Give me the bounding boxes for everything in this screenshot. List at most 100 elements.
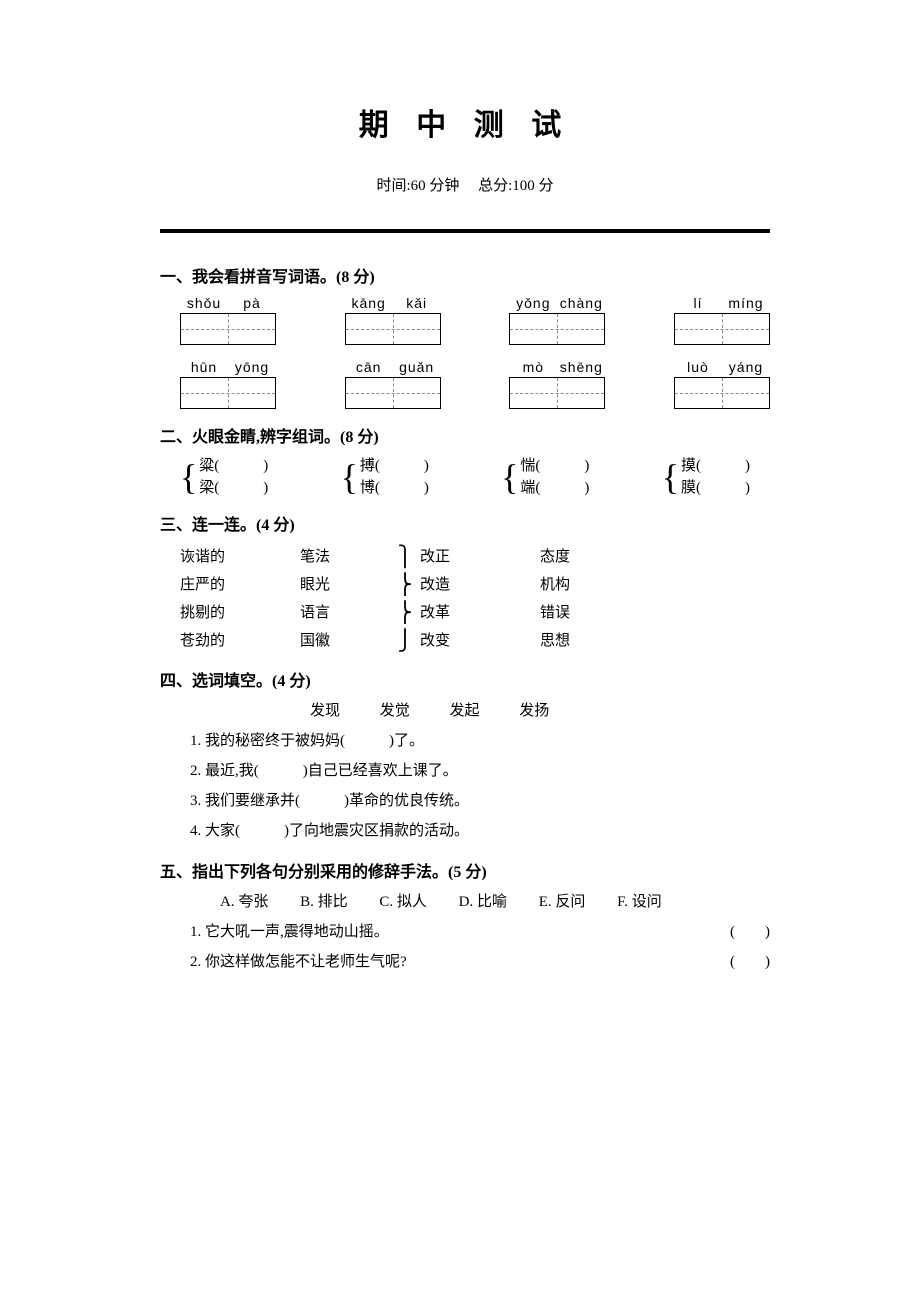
time-limit: 时间:60 分钟 xyxy=(376,178,459,194)
section-2-header: 二、火眼金睛,辨字组词。(8 分) xyxy=(160,423,770,447)
word-option: 发觉 xyxy=(380,703,410,719)
section-5-header: 五、指出下列各句分别采用的修辞手法。(5 分) xyxy=(160,858,770,882)
char-pair: { 搏() 博() xyxy=(341,455,429,499)
fill-blank-line[interactable]: 2. 最近,我()自己已经喜欢上课了。 xyxy=(160,756,770,786)
rhetoric-option: C. 拟人 xyxy=(379,894,427,910)
match-word[interactable]: 诙谐的 xyxy=(180,543,300,571)
fill-blank-line[interactable]: 1. 我的秘密终于被妈妈()了。 xyxy=(160,726,770,756)
word-option: 发现 xyxy=(310,703,340,719)
char-blank-line[interactable]: 摸() xyxy=(681,455,750,477)
word-option: 发起 xyxy=(450,703,480,719)
match-word[interactable]: 机构 xyxy=(540,571,600,599)
pinyin-label: límíng xyxy=(674,295,770,311)
pinyin-label: mòshēng xyxy=(509,359,605,375)
match-word[interactable]: 笔法 xyxy=(300,543,390,571)
match-row: 苍劲的 国徽 ⎭ 改变 思想 xyxy=(180,627,770,655)
question-text: 2. 你这样做怎能不让老师生气呢? xyxy=(190,947,730,977)
total-score: 总分:100 分 xyxy=(478,178,553,194)
rhetoric-option: A. 夸张 xyxy=(220,894,268,910)
pinyin-item: kāngkǎi xyxy=(345,295,441,345)
pinyin-grid: shǒupà kāngkǎi yǒngchàng límíng hūnyōng xyxy=(160,295,770,409)
char-pair: { 惴() 端() xyxy=(501,455,589,499)
word-bank: 发现 发觉 发起 发扬 xyxy=(160,699,770,720)
char-write-box[interactable] xyxy=(180,313,276,345)
pinyin-item: cānguǎn xyxy=(345,359,441,409)
page-title: 期 中 测 试 xyxy=(160,100,770,144)
pinyin-item: shǒupà xyxy=(180,295,276,345)
section-3-header: 三、连一连。(4 分) xyxy=(160,511,770,535)
match-word[interactable]: 眼光 xyxy=(300,571,390,599)
wave-divider-icon: ⎬ xyxy=(390,599,420,627)
pinyin-item: yǒngchàng xyxy=(509,295,605,345)
match-word[interactable]: 改造 xyxy=(420,571,540,599)
match-row: 庄严的 眼光 ⎬ 改造 机构 xyxy=(180,571,770,599)
char-pair-row: { 粱() 梁() { 搏() 博() { 惴() 端() { 摸() 膜() xyxy=(160,455,770,499)
question-line: 1. 它大吼一声,震得地动山摇。 ( ) xyxy=(160,917,770,947)
brace-icon: { xyxy=(180,455,197,499)
brace-icon: { xyxy=(501,455,518,499)
char-blank-line[interactable]: 膜() xyxy=(681,477,750,499)
word-option: 发扬 xyxy=(519,703,549,719)
pinyin-item: límíng xyxy=(674,295,770,345)
wave-divider-icon: ⎫ xyxy=(390,543,420,571)
rhetoric-option: E. 反问 xyxy=(539,894,586,910)
pinyin-item: hūnyōng xyxy=(180,359,276,409)
match-word[interactable]: 思想 xyxy=(540,627,600,655)
char-write-box[interactable] xyxy=(509,313,605,345)
char-blank-line[interactable]: 搏() xyxy=(360,455,429,477)
match-grid: 诙谐的 笔法 ⎫ 改正 态度 庄严的 眼光 ⎬ 改造 机构 挑剔的 语言 ⎬ 改… xyxy=(160,543,770,655)
char-write-box[interactable] xyxy=(509,377,605,409)
match-word[interactable]: 改变 xyxy=(420,627,540,655)
fill-blank-line[interactable]: 4. 大家()了向地震灾区捐款的活动。 xyxy=(160,816,770,846)
section-1-header: 一、我会看拼音写词语。(8 分) xyxy=(160,263,770,287)
pinyin-label: luòyáng xyxy=(674,359,770,375)
pinyin-row: shǒupà kāngkǎi yǒngchàng límíng xyxy=(180,295,770,345)
pinyin-item: mòshēng xyxy=(509,359,605,409)
pinyin-item: luòyáng xyxy=(674,359,770,409)
pinyin-label: kāngkǎi xyxy=(345,295,441,311)
section-4-header: 四、选词填空。(4 分) xyxy=(160,667,770,691)
answer-blank[interactable]: ( ) xyxy=(730,947,770,977)
brace-icon: { xyxy=(662,455,679,499)
match-word[interactable]: 改正 xyxy=(420,543,540,571)
match-word[interactable]: 态度 xyxy=(540,543,600,571)
match-word[interactable]: 苍劲的 xyxy=(180,627,300,655)
char-write-box[interactable] xyxy=(345,313,441,345)
pinyin-label: shǒupà xyxy=(180,295,276,311)
answer-blank[interactable]: ( ) xyxy=(730,917,770,947)
char-blank-line[interactable]: 粱() xyxy=(199,455,268,477)
divider xyxy=(160,229,770,233)
char-write-box[interactable] xyxy=(345,377,441,409)
char-blank-line[interactable]: 博() xyxy=(360,477,429,499)
char-blank-line[interactable]: 梁() xyxy=(199,477,268,499)
char-write-box[interactable] xyxy=(180,377,276,409)
pinyin-row: hūnyōng cānguǎn mòshēng luòyáng xyxy=(180,359,770,409)
char-blank-line[interactable]: 惴() xyxy=(520,455,589,477)
match-word[interactable]: 改革 xyxy=(420,599,540,627)
exam-page: 期 中 测 试 时间:60 分钟 总分:100 分 一、我会看拼音写词语。(8 … xyxy=(0,0,920,1157)
pinyin-label: cānguǎn xyxy=(345,359,441,375)
match-word[interactable]: 国徽 xyxy=(300,627,390,655)
wave-divider-icon: ⎬ xyxy=(390,571,420,599)
exam-meta: 时间:60 分钟 总分:100 分 xyxy=(160,174,770,199)
question-text: 1. 它大吼一声,震得地动山摇。 xyxy=(190,917,730,947)
fill-blank-line[interactable]: 3. 我们要继承并()革命的优良传统。 xyxy=(160,786,770,816)
brace-icon: { xyxy=(341,455,358,499)
match-word[interactable]: 庄严的 xyxy=(180,571,300,599)
question-line: 2. 你这样做怎能不让老师生气呢? ( ) xyxy=(160,947,770,977)
match-word[interactable]: 错误 xyxy=(540,599,600,627)
char-pair: { 摸() 膜() xyxy=(662,455,750,499)
match-row: 挑剔的 语言 ⎬ 改革 错误 xyxy=(180,599,770,627)
match-word[interactable]: 挑剔的 xyxy=(180,599,300,627)
char-write-box[interactable] xyxy=(674,313,770,345)
wave-divider-icon: ⎭ xyxy=(390,627,420,655)
rhetoric-option: B. 排比 xyxy=(300,894,348,910)
rhetoric-option: F. 设问 xyxy=(617,894,662,910)
pinyin-label: yǒngchàng xyxy=(509,295,605,311)
rhetoric-option: D. 比喻 xyxy=(459,894,507,910)
char-blank-line[interactable]: 端() xyxy=(520,477,589,499)
rhetoric-options: A. 夸张 B. 排比 C. 拟人 D. 比喻 E. 反问 F. 设问 xyxy=(160,890,770,911)
char-write-box[interactable] xyxy=(674,377,770,409)
char-pair: { 粱() 梁() xyxy=(180,455,268,499)
match-word[interactable]: 语言 xyxy=(300,599,390,627)
